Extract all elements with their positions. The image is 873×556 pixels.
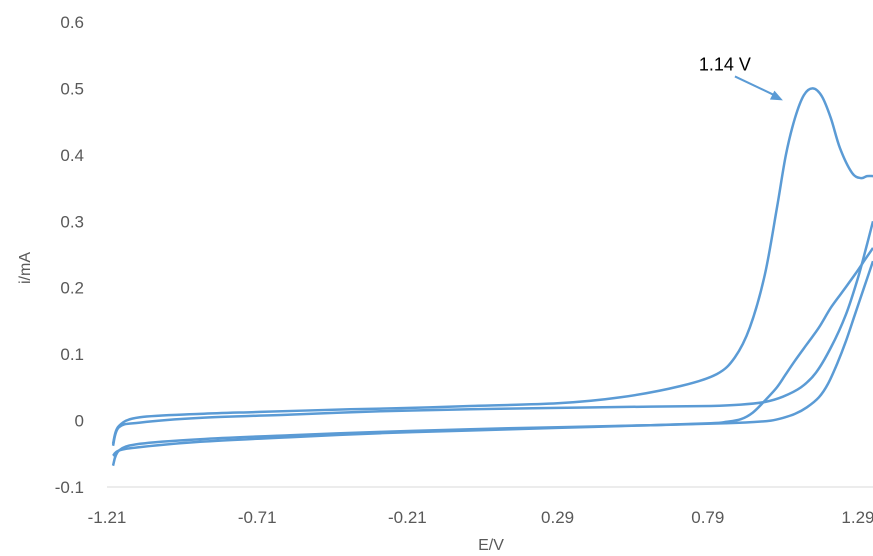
cv-scan-segment-2: [112, 247, 873, 457]
y-tick-label: 0.1: [60, 345, 84, 364]
y-tick-label: 0.4: [60, 146, 84, 165]
peak-annotation-arrow: [734, 75, 776, 97]
y-axis-tick-labels: -0.1 0 0.1 0.2 0.3 0.4 0.5 0.6: [55, 13, 84, 497]
y-axis-title: i/mA: [17, 252, 34, 284]
x-tick-label: -0.71: [238, 508, 277, 527]
x-tick-label: 1.29: [841, 508, 873, 527]
peak-annotation-label: 1.14 V: [699, 54, 751, 74]
x-tick-label: -0.21: [388, 508, 427, 527]
y-tick-label: -0.1: [55, 478, 84, 497]
y-tick-label: 0.2: [60, 279, 84, 298]
y-tick-label: 0.5: [60, 79, 84, 98]
y-tick-label: 0.6: [60, 13, 84, 32]
x-axis-tick-labels: -1.21 -0.71 -0.21 0.29 0.79 1.29: [88, 508, 873, 527]
peak-annotation-arrowhead: [769, 90, 783, 101]
cv-scan-segment-1: [111, 87, 873, 445]
x-tick-label: 0.29: [541, 508, 574, 527]
y-tick-label: 0.3: [60, 212, 84, 231]
x-axis-title: E/V: [478, 537, 504, 554]
cv-scan-segment-4: [111, 260, 873, 467]
series-layer: [111, 87, 873, 467]
y-tick-label: 0: [75, 412, 84, 431]
x-tick-label: -1.21: [88, 508, 127, 527]
cv-scan-segment-3: [111, 220, 873, 447]
x-tick-label: 0.79: [691, 508, 724, 527]
